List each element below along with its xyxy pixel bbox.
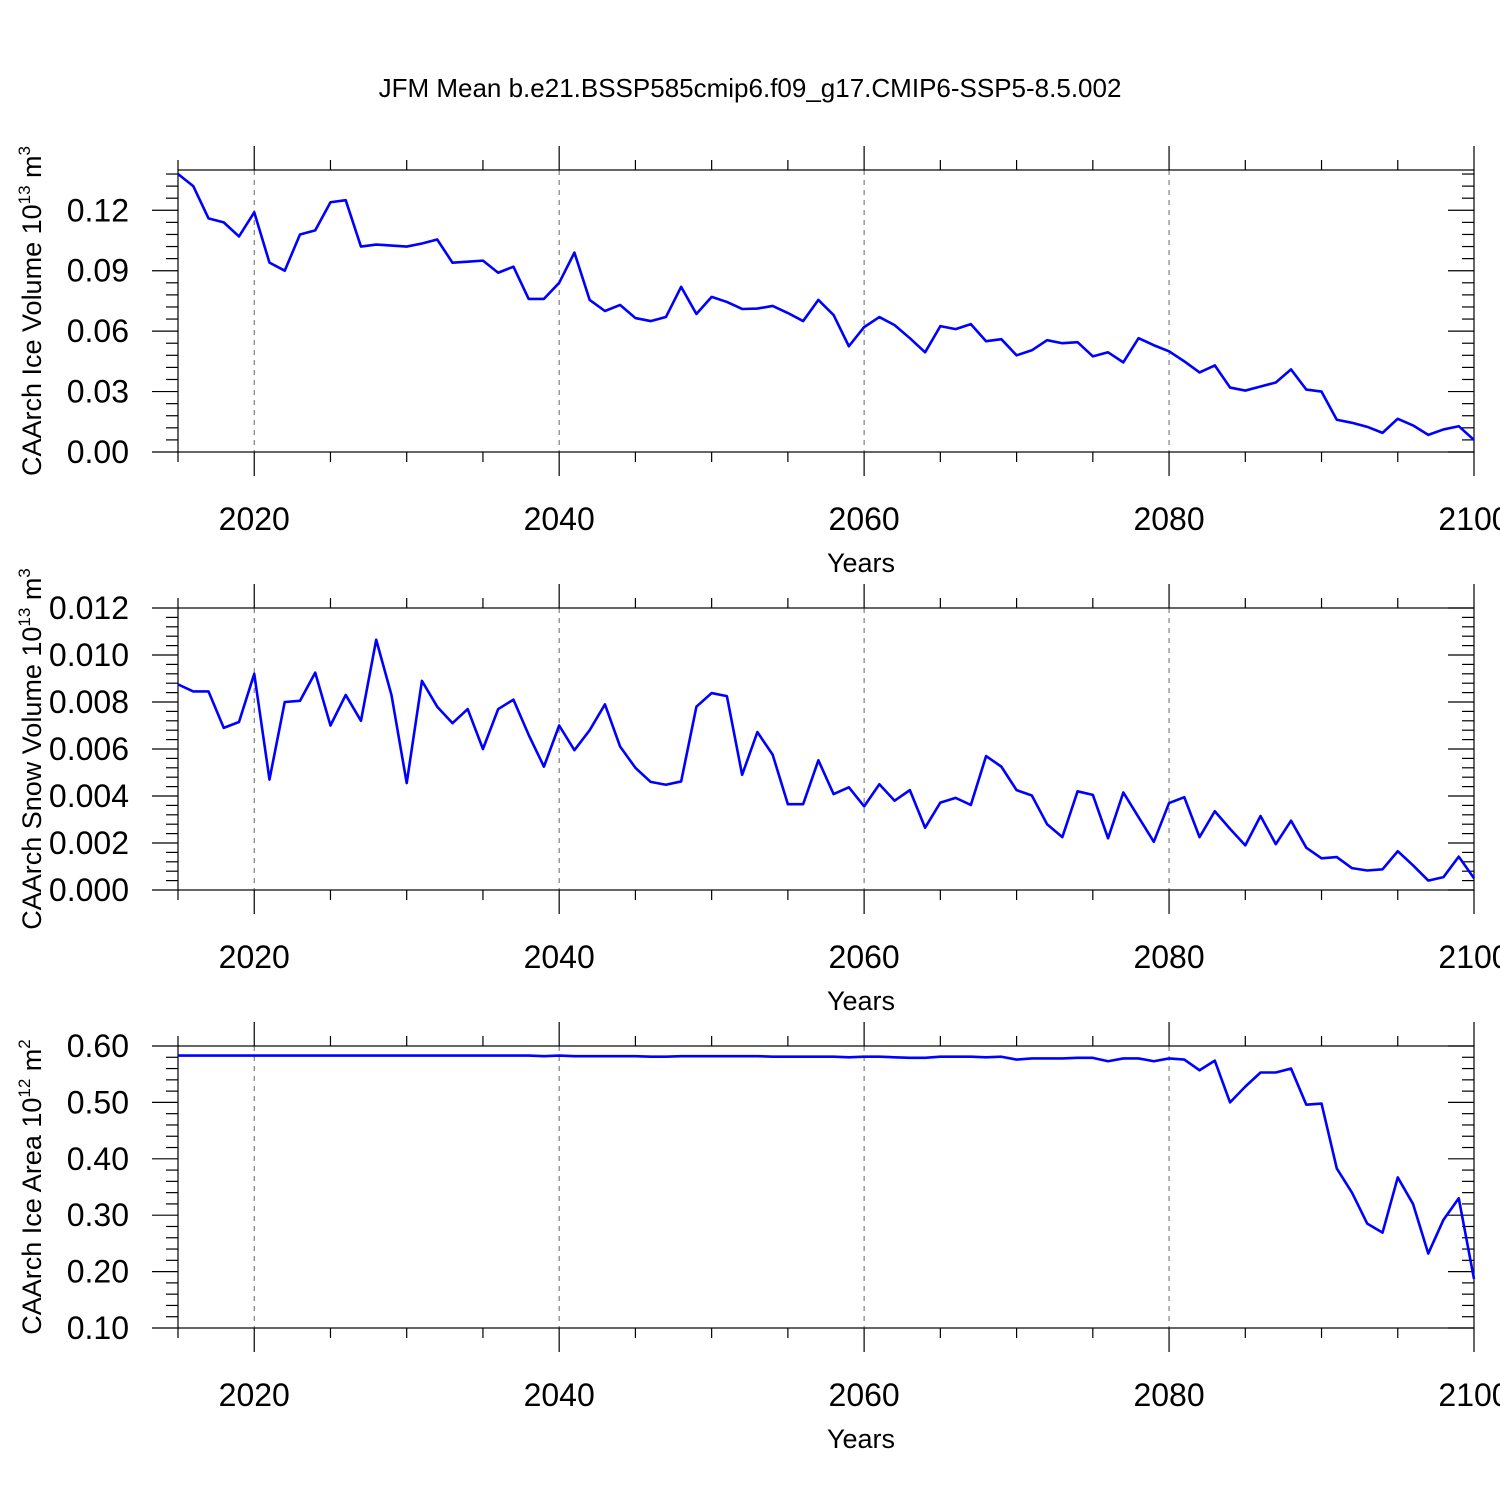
ice-volume-y-axis-label: CAArch Ice Volume 1013 m3 bbox=[15, 146, 47, 476]
ice-volume-y-tick-label: 0.09 bbox=[67, 253, 129, 289]
ice-area-y-tick-label: 0.10 bbox=[67, 1310, 129, 1346]
snow-volume-y-tick-label: 0.006 bbox=[49, 731, 129, 767]
ice-area-y-tick-label: 0.40 bbox=[67, 1141, 129, 1177]
snow-volume-x-axis-label: Years bbox=[827, 986, 895, 1016]
ice-area-y-tick-label: 0.30 bbox=[67, 1197, 129, 1233]
ice-volume-x-axis-label: Years bbox=[827, 548, 895, 578]
ice-volume-y-tick-label: 0.06 bbox=[67, 313, 129, 349]
ice-area-plot-frame bbox=[177, 1045, 1475, 1329]
ice-volume-x-tick-label: 2060 bbox=[829, 501, 900, 537]
snow-volume-y-tick-label: 0.002 bbox=[49, 825, 129, 861]
ice-volume-y-tick-label: 0.12 bbox=[67, 192, 129, 228]
ice-volume-x-tick-label: 2020 bbox=[219, 501, 290, 537]
figure-title: JFM Mean b.e21.BSSP585cmip6.f09_g17.CMIP… bbox=[379, 73, 1122, 103]
ice-volume-y-tick-label: 0.03 bbox=[67, 374, 129, 410]
snow-volume-y-axis-label: CAArch Snow Volume 1013 m3 bbox=[15, 568, 47, 930]
ice-area-x-axis-label: Years bbox=[827, 1424, 895, 1454]
snow-volume-x-tick-label: 2020 bbox=[219, 939, 290, 975]
ice-volume-y-tick-label: 0.00 bbox=[67, 434, 129, 470]
snow-volume-y-tick-label: 0.008 bbox=[49, 684, 129, 720]
snow-volume-x-tick-label: 2080 bbox=[1133, 939, 1204, 975]
ice-area-y-tick-label: 0.60 bbox=[67, 1028, 129, 1064]
ice-area-x-tick-label: 2040 bbox=[524, 1377, 595, 1413]
snow-volume-y-tick-label: 0.010 bbox=[49, 637, 129, 673]
ice-area-x-tick-label: 2080 bbox=[1133, 1377, 1204, 1413]
ice-volume-x-tick-label: 2040 bbox=[524, 501, 595, 537]
snow-volume-x-tick-label: 2060 bbox=[829, 939, 900, 975]
ice-area-y-axis-label: CAArch Ice Area 1012 m2 bbox=[15, 1039, 47, 1335]
ice-volume-series-line bbox=[177, 173, 1475, 441]
ice-volume-plot-frame bbox=[177, 169, 1475, 453]
snow-volume-x-tick-label: 2040 bbox=[524, 939, 595, 975]
snow-volume-y-tick-label: 0.004 bbox=[49, 778, 129, 814]
ice-area-series-line bbox=[178, 1054, 1476, 1280]
snow-volume-series-line bbox=[177, 638, 1476, 882]
snow-volume-y-tick-label: 0.000 bbox=[49, 872, 129, 908]
ice-area-y-tick-label: 0.20 bbox=[67, 1254, 129, 1290]
ice-area-x-tick-label: 2020 bbox=[219, 1377, 290, 1413]
ice-volume-x-tick-label: 2080 bbox=[1133, 501, 1204, 537]
ice-area-y-tick-label: 0.50 bbox=[67, 1084, 129, 1120]
snow-volume-y-tick-label: 0.012 bbox=[49, 590, 129, 626]
snow-volume-plot-frame bbox=[177, 607, 1475, 891]
ice-area-x-tick-label: 2060 bbox=[829, 1377, 900, 1413]
